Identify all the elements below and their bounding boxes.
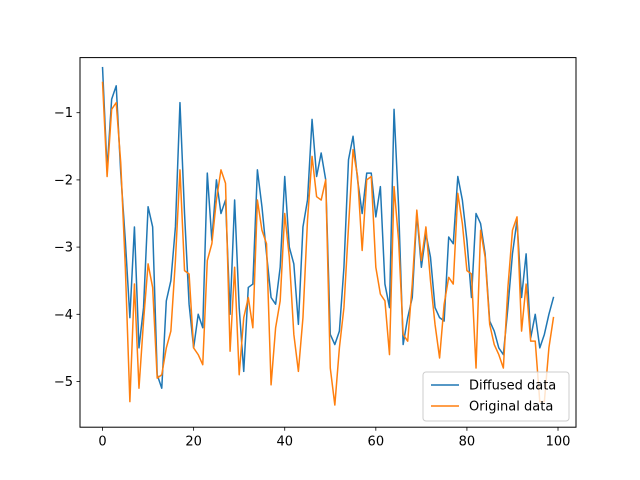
y-tick-label: −5 [54,375,73,390]
y-tick-label: −1 [54,106,73,121]
series-line-original-data [101,81,555,406]
legend-box [422,371,570,422]
y-tick-label: −2 [54,173,73,188]
legend-label: Diffused data [469,379,556,394]
x-tick-label: 0 [98,435,106,450]
x-axis: 0 20 40 60 80 100 [98,427,570,450]
y-axis: −1 −2 −3 −4 −5 [54,106,80,390]
axes-frame [79,57,577,428]
x-tick-label: 60 [368,435,385,450]
legend: Diffused data Original data [422,371,570,422]
x-tick-label: 80 [459,435,476,450]
y-tick-label: −3 [54,241,73,256]
legend-label: Original data [469,400,553,415]
x-tick-label: 100 [546,435,571,450]
y-tick-label: −4 [54,308,73,323]
x-tick-label: 40 [276,435,293,450]
series-layer [101,66,555,406]
x-tick-label: 20 [185,435,202,450]
